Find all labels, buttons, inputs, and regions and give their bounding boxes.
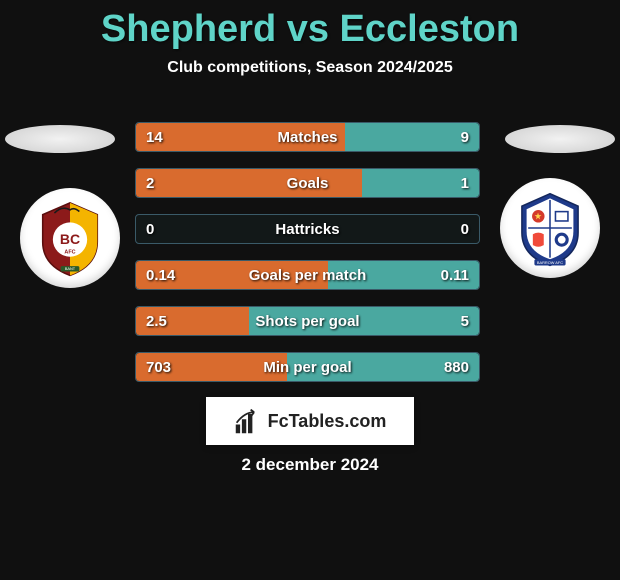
watermark: FcTables.com	[206, 397, 414, 445]
stat-row: 2.55Shots per goal	[135, 306, 480, 336]
svg-text:BC: BC	[60, 231, 80, 247]
player-right-ellipse	[505, 125, 615, 153]
fctables-logo-icon	[234, 407, 262, 435]
svg-text:BANT: BANT	[65, 266, 76, 271]
date-label: 2 december 2024	[0, 455, 620, 475]
stat-label: Goals	[136, 169, 479, 197]
crest-right-icon: BARROW AFC	[511, 189, 589, 267]
stat-row: 00Hattricks	[135, 214, 480, 244]
page-title: Shepherd vs Eccleston	[0, 0, 620, 51]
club-crest-left: BC AFC BANT	[20, 188, 120, 288]
stat-row: 0.140.11Goals per match	[135, 260, 480, 290]
stat-label: Hattricks	[136, 215, 479, 243]
svg-text:AFC: AFC	[64, 250, 75, 256]
stat-label: Min per goal	[136, 353, 479, 381]
stat-label: Goals per match	[136, 261, 479, 289]
stat-label: Matches	[136, 123, 479, 151]
stats-panel: 149Matches 21Goals 00Hattricks 0.140.11Goal…	[135, 122, 480, 398]
crest-left-icon: BC AFC BANT	[31, 199, 109, 277]
svg-text:BARROW AFC: BARROW AFC	[537, 260, 563, 265]
subtitle: Club competitions, Season 2024/2025	[0, 59, 620, 77]
watermark-text: FcTables.com	[268, 411, 387, 432]
stat-row: 21Goals	[135, 168, 480, 198]
player-left-ellipse	[5, 125, 115, 153]
stat-row: 703880Min per goal	[135, 352, 480, 382]
stat-label: Shots per goal	[136, 307, 479, 335]
stat-row: 149Matches	[135, 122, 480, 152]
club-crest-right: BARROW AFC	[500, 178, 600, 278]
